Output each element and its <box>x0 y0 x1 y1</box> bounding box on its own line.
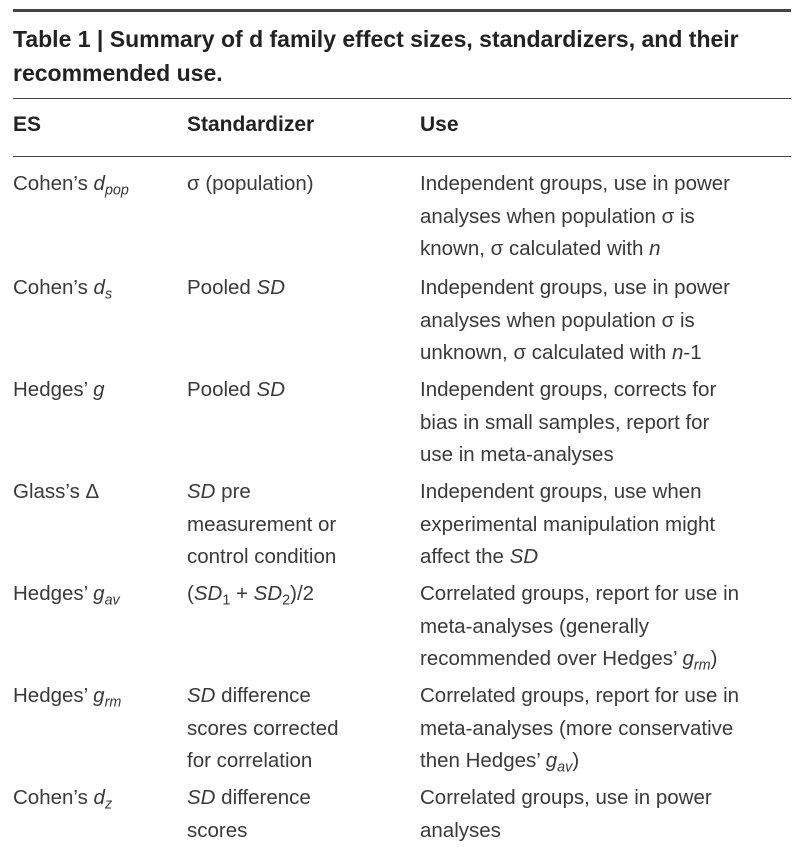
cell-standardizer-line: Pooled SD <box>187 276 286 299</box>
cell-use-line: then Hedges’ gav) <box>420 749 580 776</box>
cell-use-line: use in meta-analyses <box>420 443 614 466</box>
cell-standardizer-line: control condition <box>187 545 337 568</box>
header-standardizer: Standardizer <box>187 113 315 136</box>
cell-standardizer-line: σ (population) <box>187 172 314 195</box>
cell-use-line: Correlated groups, report for use in <box>420 582 740 605</box>
header-top-rule <box>13 98 791 99</box>
cell-use-line: Independent groups, use in power <box>420 276 731 299</box>
header-es: ES <box>13 113 42 136</box>
cell-use-line: Correlated groups, use in power <box>420 786 712 809</box>
cell-use-line: meta-analyses (generally <box>420 614 650 638</box>
cell-es: Hedges’ grm <box>13 684 122 711</box>
cell-standardizer-line: SD pre <box>187 480 251 503</box>
cell-es: Cohen’s dpop <box>13 172 129 199</box>
table-title: Table 1 | Summary of d family effect siz… <box>13 26 739 86</box>
cell-standardizer-line: scores corrected <box>187 716 339 740</box>
cell-use-line: affect the SD <box>420 545 539 568</box>
cell-use-line: unknown, σ calculated with n-1 <box>420 341 702 364</box>
cell-es: Cohen’s dz <box>13 786 113 813</box>
cell-use-line: meta-analyses (more conservative <box>420 716 734 740</box>
cell-use-line: experimental manipulation might <box>420 512 716 536</box>
cell-standardizer-line: for correlation <box>187 749 313 772</box>
cell-es: Hedges’ g <box>13 378 105 401</box>
cell-use-line: analyses when population σ is <box>420 308 695 332</box>
cell-use-line: analyses when population σ is <box>420 204 695 228</box>
cell-es: Glass’s Δ <box>13 480 100 503</box>
cell-standardizer-line: SD difference <box>187 684 311 707</box>
cell-use-line: bias in small samples, report for <box>420 410 710 434</box>
header-use: Use <box>420 113 459 136</box>
header-bottom-rule <box>13 156 791 157</box>
cell-standardizer-line: (SD1 + SD2)/2 <box>187 582 315 609</box>
cell-standardizer-line: SD difference <box>187 786 311 809</box>
cell-standardizer-line: scores <box>187 818 248 842</box>
cell-use-line: Correlated groups, report for use in <box>420 684 740 707</box>
cell-use-line: known, σ calculated with n <box>420 237 661 260</box>
cell-use-line: analyses <box>420 818 501 842</box>
cell-es: Cohen’s ds <box>13 276 113 303</box>
cell-es: Hedges’ gav <box>13 582 120 609</box>
cell-use-line: recommended over Hedges’ grm) <box>420 647 718 674</box>
cell-standardizer-line: measurement or <box>187 512 337 536</box>
cell-use-line: Independent groups, use when <box>420 480 702 503</box>
cell-use-line: Independent groups, use in power <box>420 172 731 195</box>
cell-standardizer-line: Pooled SD <box>187 378 286 401</box>
top-rule <box>13 9 791 12</box>
cell-use-line: Independent groups, corrects for <box>420 378 717 401</box>
